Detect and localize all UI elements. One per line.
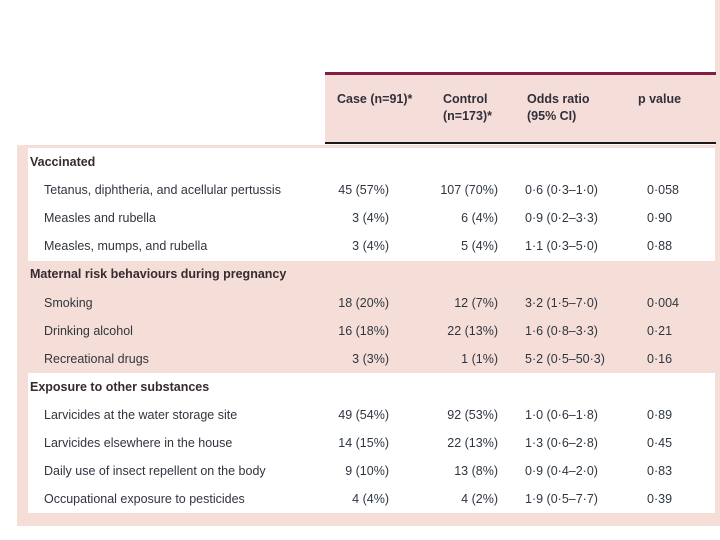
p-value: 0·89 [647,407,673,422]
case-value: 16 (18%) [338,323,389,338]
table-body-background [17,145,720,526]
table-row: Smoking 18 (20%) 12 (7%) 3·2 (1·5–7·0) 0·004 [17,288,720,316]
p-value: 0·004 [647,295,679,310]
case-value: 45 (57%) [338,183,389,198]
table-row: Occupational exposure to pesticides 4 (4%… [17,485,720,513]
case-value: 14 (15%) [338,435,389,450]
odds-ratio-value: 1·3 (0·6–2·8) [525,435,598,450]
table-group-header: Exposure to other substances [17,373,720,401]
odds-ratio-value: 0·9 (0·4–2·0) [525,464,598,479]
case-value: 9 (10%) [345,464,389,479]
odds-ratio-value: 5·2 (0·5–50·3) [525,351,605,366]
row-label: Smoking [44,295,93,310]
table-group-header: Vaccinated [17,148,720,176]
row-label: Measles and rubella [44,211,156,226]
row-label: Measles, mumps, and rubella [44,239,208,254]
column-header-case-line1: Case (n=91)* [337,92,413,106]
control-value: 6 (4%) [461,211,498,226]
row-label: Tetanus, diphtheria, and acellular pertu… [44,183,281,198]
control-value: 5 (4%) [461,239,498,254]
odds-ratio-value: 1·1 (0·3–5·0) [525,239,598,254]
p-value: 0·39 [647,492,673,507]
column-header-odds-ratio-line1: Odds ratio [527,92,590,106]
column-header-p-value: p value [638,91,681,108]
p-value: 0·16 [647,351,673,366]
row-label: Larvicides elsewhere in the house [44,435,233,450]
case-value: 3 (3%) [352,351,389,366]
section-background-exposure [28,373,715,513]
column-header-odds-ratio-line2: (95% CI) [527,109,577,123]
table-row: Tetanus, diphtheria, and acellular pertu… [17,176,720,204]
odds-ratio-value: 1·9 (0·5–7·7) [525,492,598,507]
case-value: 4 (4%) [352,492,389,507]
p-value: 0·21 [647,323,673,338]
section-background-vaccinated [28,148,715,261]
table-header-row: Case (n=91)* Control (n=173)* Odds ratio… [325,72,716,144]
column-header-p-value-line1: p value [638,92,682,106]
case-value: 3 (4%) [352,211,389,226]
p-value: 0·88 [647,239,673,254]
control-value: 107 (70%) [440,183,498,198]
case-value: 3 (4%) [352,239,389,254]
case-value: 49 (54%) [338,407,389,422]
column-header-control-line2: (n=173)* [443,109,492,123]
case-value: 18 (20%) [338,295,389,310]
p-value: 0·90 [647,211,673,226]
column-header-odds-ratio: Odds ratio (95% CI) [527,91,590,125]
table-row: Larvicides at the water storage site 49 (… [17,401,720,429]
row-label: Recreational drugs [44,351,149,366]
group-label: Maternal risk behaviours during pregnanc… [30,267,287,282]
control-value: 12 (7%) [454,295,498,310]
p-value: 0·058 [647,183,679,198]
column-header-control: Control (n=173)* [443,91,492,125]
control-value: 13 (8%) [454,464,498,479]
column-header-control-line1: Control [443,92,488,106]
odds-ratio-value: 1·6 (0·8–3·3) [525,323,598,338]
table-row: Measles, mumps, and rubella 3 (4%) 5 (4%) 1… [17,232,720,260]
control-value: 1 (1%) [461,351,498,366]
row-label: Daily use of insect repellent on the bod… [44,464,266,479]
control-value: 92 (53%) [447,407,498,422]
odds-ratio-value: 0·9 (0·2–3·3) [525,211,598,226]
row-label: Occupational exposure to pesticides [44,492,245,507]
table-group-header: Maternal risk behaviours during pregnanc… [17,260,720,288]
control-value: 22 (13%) [447,435,498,450]
table-row: Drinking alcohol 16 (18%) 22 (13%) 1·6 (0·8… [17,317,720,345]
column-header-case: Case (n=91)* [337,91,412,108]
odds-ratio-value: 3·2 (1·5–7·0) [525,295,598,310]
control-value: 4 (2%) [461,492,498,507]
p-value: 0·45 [647,435,673,450]
table-row: Larvicides elsewhere in the house 14 (15%… [17,429,720,457]
p-value: 0·83 [647,464,673,479]
row-label: Drinking alcohol [44,323,133,338]
odds-ratio-value: 1·0 (0·6–1·8) [525,407,598,422]
table-row: Daily use of insect repellent on the bod… [17,457,720,485]
row-label: Larvicides at the water storage site [44,407,238,422]
table-body: Vaccinated Tetanus, diphtheria, and acell… [17,148,720,513]
group-label: Exposure to other substances [30,379,210,394]
table-row: Recreational drugs 3 (3%) 1 (1%) 5·2 (0·5–5… [17,345,720,373]
control-value: 22 (13%) [447,323,498,338]
odds-ratio-value: 0·6 (0·3–1·0) [525,183,598,198]
table-row: Measles and rubella 3 (4%) 6 (4%) 0·9 (0·2–… [17,204,720,232]
group-label: Vaccinated [30,155,96,170]
